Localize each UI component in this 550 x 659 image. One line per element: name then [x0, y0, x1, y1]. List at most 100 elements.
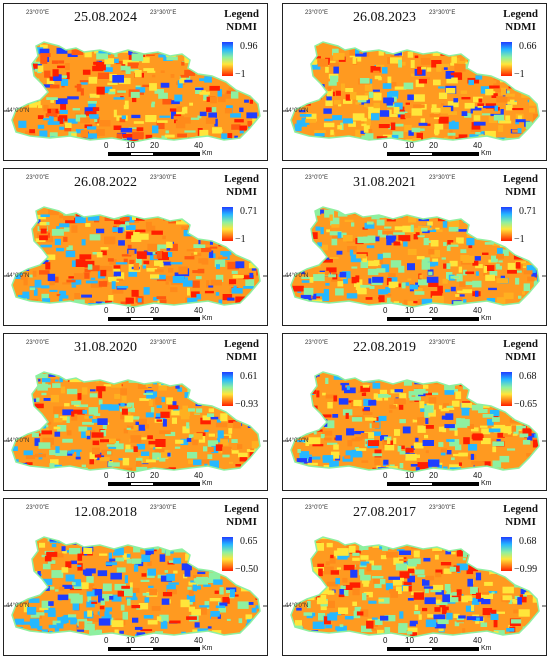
- raster-patch: [52, 553, 64, 558]
- raster-patch: [155, 439, 166, 447]
- raster-patch: [302, 407, 312, 411]
- raster-patch: [359, 304, 366, 307]
- raster-patch: [392, 208, 401, 214]
- raster-patch: [361, 117, 367, 122]
- raster-patch: [371, 422, 380, 429]
- raster-patch: [195, 87, 202, 94]
- raster-patch: [129, 140, 139, 142]
- raster-patch: [507, 448, 516, 451]
- raster-patch: [360, 561, 370, 566]
- raster-patch: [520, 559, 533, 564]
- raster-patch: [471, 427, 479, 432]
- raster-patch: [89, 584, 95, 587]
- raster-patch: [121, 254, 132, 257]
- raster-patch: [43, 221, 50, 226]
- raster-patch: [384, 226, 392, 229]
- legend-min: −1: [235, 234, 246, 245]
- raster-patch: [298, 109, 306, 113]
- raster-patch: [58, 302, 62, 307]
- raster-patch: [360, 432, 369, 439]
- raster-patch: [368, 112, 373, 119]
- raster-patch: [360, 555, 369, 560]
- raster-patch: [192, 270, 201, 274]
- raster-patch: [199, 554, 204, 561]
- raster-patch: [355, 286, 367, 290]
- raster-patch: [312, 612, 316, 617]
- lat-label: 44°0'0"N: [6, 603, 30, 609]
- scale-bar: 0 10 20 40 Km: [381, 635, 531, 655]
- raster-patch: [90, 265, 100, 272]
- raster-patch: [479, 537, 483, 540]
- raster-patch: [441, 49, 453, 54]
- raster-patch: [359, 78, 370, 84]
- raster-patch: [377, 230, 383, 236]
- raster-patch: [115, 557, 124, 562]
- raster-patch: [538, 270, 539, 275]
- raster-patch: [149, 83, 157, 91]
- raster-patch: [47, 610, 56, 617]
- raster-patch: [137, 298, 142, 303]
- raster-patch: [538, 577, 539, 583]
- raster-patch: [163, 538, 171, 545]
- raster-patch: [443, 537, 451, 545]
- raster-patch: [205, 577, 216, 583]
- raster-patch: [329, 214, 333, 221]
- raster-patch: [408, 130, 414, 136]
- raster-patch: [187, 586, 192, 590]
- raster-patch: [148, 440, 160, 445]
- lon-label-left: 23°0'0"E: [26, 505, 50, 511]
- raster-patch: [149, 588, 157, 596]
- raster-patch: [409, 209, 422, 214]
- raster-patch: [98, 618, 111, 626]
- raster-patch: [102, 424, 107, 430]
- raster-patch: [518, 225, 522, 231]
- raster-patch: [535, 87, 539, 95]
- raster-patch: [444, 42, 452, 48]
- raster-patch: [378, 289, 389, 295]
- raster-patch: [391, 134, 399, 141]
- raster-patch: [251, 441, 260, 449]
- raster-patch: [230, 589, 235, 598]
- raster-patch: [456, 229, 467, 232]
- raster-patch: [296, 607, 302, 611]
- raster-patch: [310, 232, 318, 239]
- color-ramp: [501, 42, 512, 76]
- raster-patch: [192, 280, 200, 288]
- raster-patch: [147, 435, 153, 440]
- raster-patch: [448, 226, 459, 232]
- raster-patch: [308, 580, 314, 586]
- raster-patch: [345, 450, 354, 458]
- raster-patch: [487, 614, 493, 618]
- raster-patch: [389, 90, 399, 96]
- raster-patch: [100, 439, 109, 443]
- raster-patch: [485, 554, 491, 560]
- raster-patch: [131, 53, 144, 62]
- raster-patch: [492, 441, 504, 447]
- raster-patch: [54, 414, 59, 421]
- raster-patch: [403, 581, 412, 588]
- raster-patch: [159, 614, 169, 622]
- raster-patch: [462, 207, 472, 208]
- raster-patch: [482, 414, 494, 418]
- raster-patch: [404, 124, 412, 133]
- raster-patch: [298, 372, 305, 374]
- raster-patch: [332, 414, 339, 418]
- scale-tick-20: 20: [429, 306, 438, 315]
- ndmi-map-2021: [283, 206, 546, 308]
- raster-patch: [257, 58, 260, 66]
- raster-patch: [127, 244, 132, 251]
- raster-patch: [201, 545, 207, 549]
- raster-patch: [78, 537, 84, 542]
- raster-patch: [130, 91, 140, 98]
- raster-patch: [28, 95, 37, 100]
- map-panel-2019: 23°0'0"E 23°30'0"E 44°0'0"N 22.08.2019 L…: [282, 333, 547, 491]
- raster-patch: [20, 70, 25, 77]
- raster-patch: [63, 215, 74, 221]
- raster-patch: [389, 45, 396, 51]
- raster-patch: [166, 241, 173, 249]
- raster-patch: [19, 558, 31, 561]
- raster-patch: [13, 86, 20, 92]
- raster-patch: [172, 401, 177, 406]
- raster-patch: [437, 619, 449, 625]
- raster-patch: [482, 541, 487, 545]
